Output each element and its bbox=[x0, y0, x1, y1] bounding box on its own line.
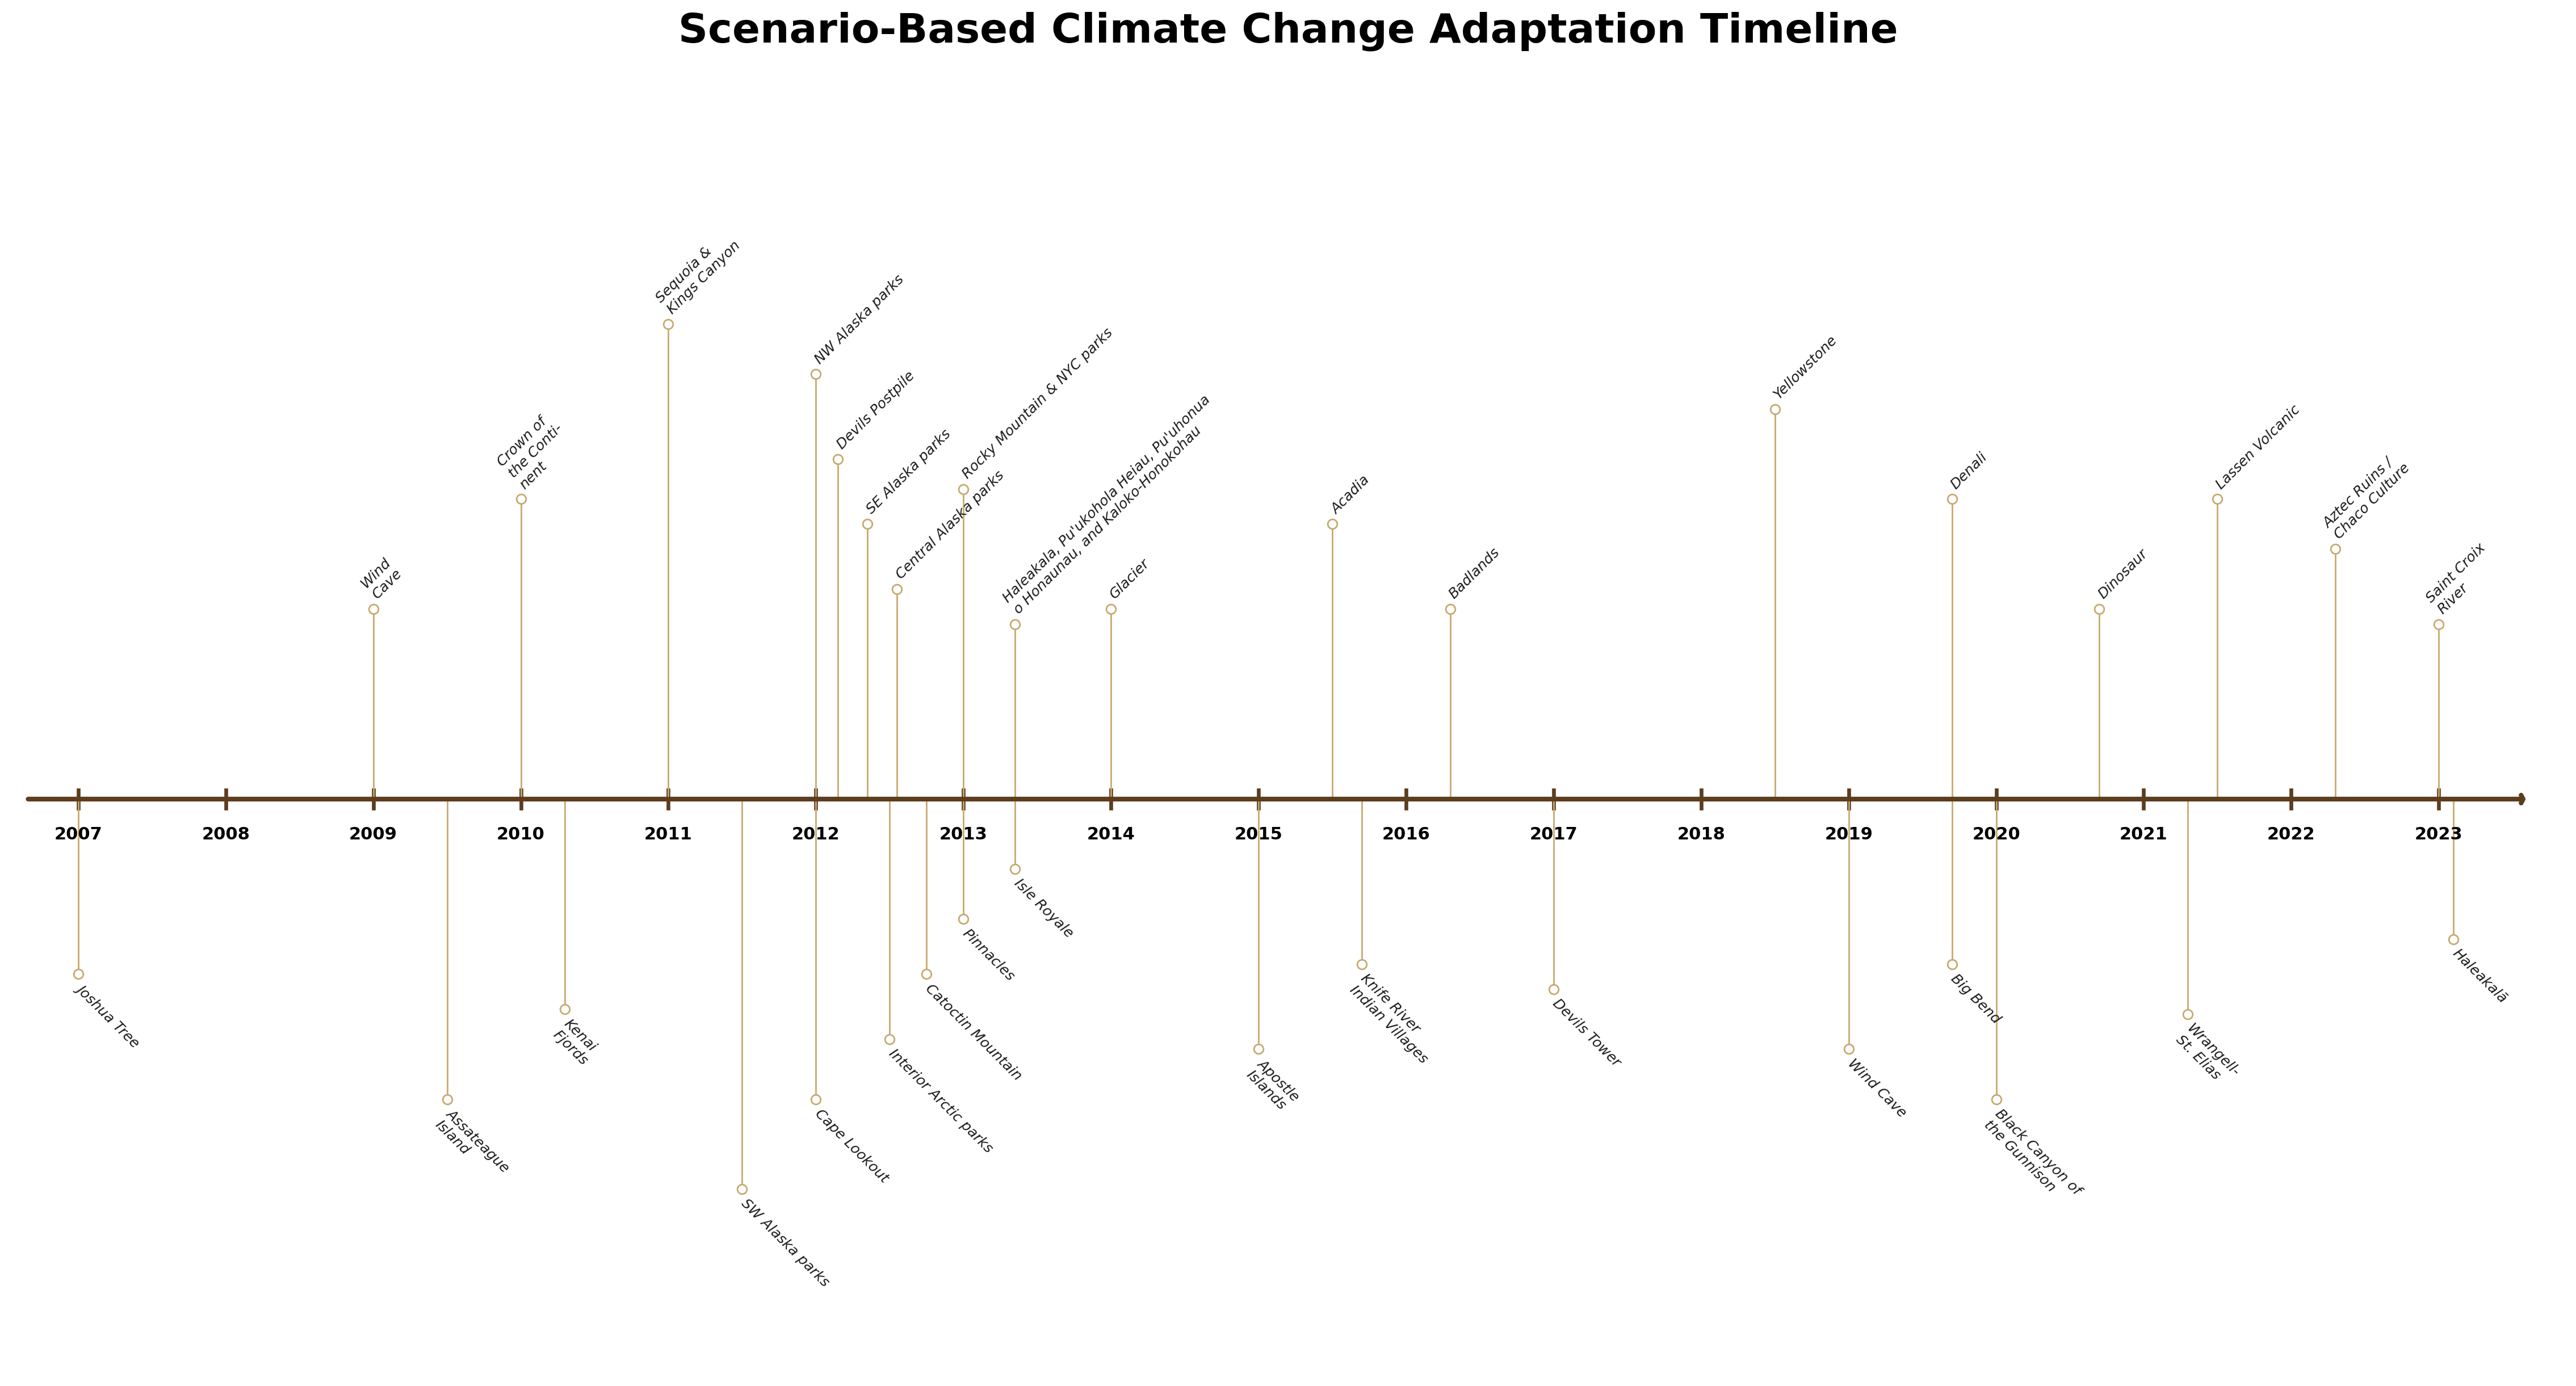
Text: Isle Royale: Isle Royale bbox=[1012, 876, 1077, 941]
Text: 2012: 2012 bbox=[791, 826, 840, 843]
Text: Cape Lookout: Cape Lookout bbox=[811, 1106, 891, 1185]
Text: Haleakala, Pu'ukohola Heiau, Pu'uhonua
o Honaunau, and Kaloko-Honokohau: Haleakala, Pu'ukohola Heiau, Pu'uhonua o… bbox=[999, 392, 1224, 617]
Text: Saint Croix
River: Saint Croix River bbox=[2424, 541, 2499, 617]
Text: Devils Postpile: Devils Postpile bbox=[835, 369, 917, 452]
Text: Glacier: Glacier bbox=[1108, 557, 1151, 602]
Text: SE Alaska parks: SE Alaska parks bbox=[863, 427, 953, 517]
Text: 2016: 2016 bbox=[1381, 826, 1430, 843]
Text: Assateague
Island: Assateague Island bbox=[433, 1106, 513, 1186]
Title: Scenario-Based Climate Change Adaptation Timeline: Scenario-Based Climate Change Adaptation… bbox=[677, 12, 1899, 51]
Text: SW Alaska parks: SW Alaska parks bbox=[739, 1196, 832, 1290]
Text: Badlands: Badlands bbox=[1448, 546, 1502, 602]
Text: 2022: 2022 bbox=[2267, 826, 2316, 843]
Text: Sequoia &
Kings Canyon: Sequoia & Kings Canyon bbox=[654, 227, 742, 316]
Text: Big Bend: Big Bend bbox=[1947, 972, 2004, 1026]
Text: NW Alaska parks: NW Alaska parks bbox=[811, 272, 907, 366]
Text: Central Alaska parks: Central Alaska parks bbox=[894, 468, 1007, 582]
Text: 2010: 2010 bbox=[497, 826, 546, 843]
Text: Wind
Cave: Wind Cave bbox=[358, 556, 404, 602]
Text: 2015: 2015 bbox=[1234, 826, 1283, 843]
Text: Lassen Volcanic: Lassen Volcanic bbox=[2213, 402, 2303, 492]
Text: 2023: 2023 bbox=[2414, 826, 2463, 843]
Text: Kenai
Fjords: Kenai Fjords bbox=[551, 1016, 600, 1067]
Text: Black Canyon of
the Gunnison: Black Canyon of the Gunnison bbox=[1981, 1106, 2084, 1209]
Text: Dinosaur: Dinosaur bbox=[2097, 547, 2151, 602]
Text: 2019: 2019 bbox=[1824, 826, 1873, 843]
Text: 2014: 2014 bbox=[1087, 826, 1136, 843]
Text: Wrangell-
St. Elias: Wrangell- St. Elias bbox=[2174, 1021, 2241, 1091]
Text: 2011: 2011 bbox=[644, 826, 693, 843]
Text: Joshua Tree: Joshua Tree bbox=[75, 981, 142, 1049]
Text: Interior Arctic parks: Interior Arctic parks bbox=[886, 1046, 994, 1156]
Text: Acadia: Acadia bbox=[1329, 473, 1373, 517]
Text: 2008: 2008 bbox=[201, 826, 250, 843]
Text: Pinnacles: Pinnacles bbox=[961, 927, 1018, 984]
Text: 2007: 2007 bbox=[54, 826, 103, 843]
Text: 2013: 2013 bbox=[940, 826, 987, 843]
Text: Haleakalā: Haleakalā bbox=[2450, 947, 2509, 1006]
Text: Apostle
Islands: Apostle Islands bbox=[1244, 1056, 1301, 1114]
Text: Aztec Ruins /
Chaco Culture: Aztec Ruins / Chaco Culture bbox=[2321, 449, 2414, 542]
Text: 2018: 2018 bbox=[1677, 826, 1726, 843]
Text: 2021: 2021 bbox=[2120, 826, 2169, 843]
Text: Yellowstone: Yellowstone bbox=[1772, 333, 1839, 402]
Text: Wind Cave: Wind Cave bbox=[1844, 1056, 1909, 1120]
Text: Devils Tower: Devils Tower bbox=[1551, 997, 1623, 1070]
Text: 2020: 2020 bbox=[1973, 826, 2020, 843]
Text: Denali: Denali bbox=[1947, 450, 1989, 492]
Text: 2017: 2017 bbox=[1530, 826, 1577, 843]
Text: Catoctin Mountain: Catoctin Mountain bbox=[922, 981, 1025, 1082]
Text: Crown of
the Conti-
nent: Crown of the Conti- nent bbox=[495, 410, 577, 492]
Text: 2009: 2009 bbox=[350, 826, 397, 843]
Text: Rocky Mountain & NYC parks: Rocky Mountain & NYC parks bbox=[961, 326, 1115, 481]
Text: Knife River
Indian Villages: Knife River Indian Villages bbox=[1347, 972, 1440, 1066]
